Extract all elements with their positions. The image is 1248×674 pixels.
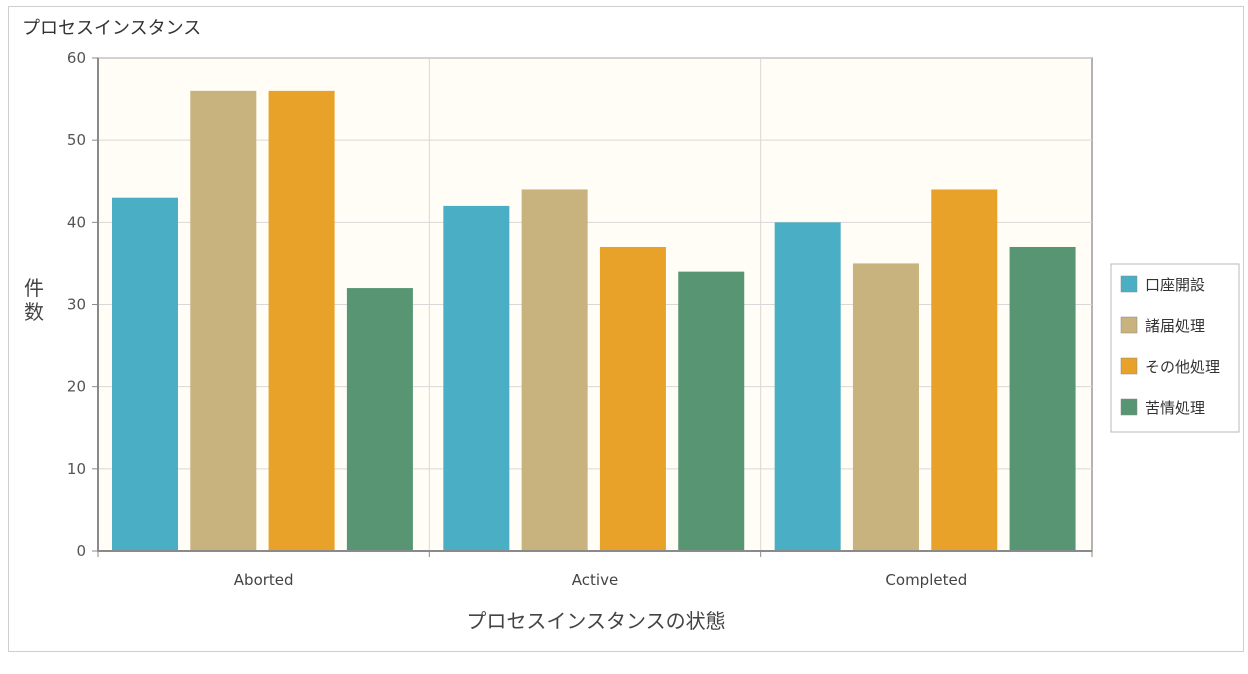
y-axis-title: 件数 (24, 276, 44, 324)
bar (190, 90, 257, 551)
legend-swatch (1120, 275, 1138, 293)
bar (521, 189, 588, 551)
legend-swatch (1120, 357, 1138, 375)
x-axis-title: プロセスインスタンスの状態 (466, 609, 725, 633)
legend-label: 諸届処理 (1145, 317, 1205, 335)
legend-label: 口座開設 (1145, 276, 1205, 294)
bar (346, 288, 413, 551)
bar (268, 90, 335, 551)
y-axis-title-char: 件 (24, 276, 44, 300)
x-category-labels: Aborted Active Completed (234, 571, 967, 589)
y-tick-labels: 0 10 20 30 40 50 60 (67, 49, 86, 560)
bar (1009, 246, 1076, 551)
bar (443, 205, 510, 551)
bar (774, 222, 841, 552)
y-tick-label: 60 (67, 49, 86, 67)
y-tick-label: 40 (67, 213, 86, 231)
legend-label: その他処理 (1145, 358, 1220, 376)
axes (92, 57, 1093, 557)
y-tick-label: 20 (67, 378, 86, 396)
bar (678, 271, 745, 551)
x-category-label: Completed (885, 571, 967, 589)
legend-swatch (1120, 398, 1138, 416)
bars (112, 90, 1076, 552)
bar (852, 263, 919, 551)
x-category-label: Aborted (234, 571, 294, 589)
y-tick-label: 30 (67, 296, 86, 314)
grid-lines (98, 57, 1092, 551)
chart-title: プロセスインスタンス (22, 18, 201, 39)
bar (599, 246, 666, 551)
y-tick-label: 10 (67, 460, 86, 478)
y-tick-label: 50 (67, 131, 86, 149)
bar (931, 189, 998, 551)
y-axis-title-char: 数 (24, 300, 44, 324)
x-category-label: Active (572, 571, 618, 589)
bar (112, 197, 178, 551)
legend-label: 苦情処理 (1145, 399, 1205, 417)
legend-swatch (1120, 316, 1138, 334)
y-tick-label: 0 (76, 542, 86, 560)
